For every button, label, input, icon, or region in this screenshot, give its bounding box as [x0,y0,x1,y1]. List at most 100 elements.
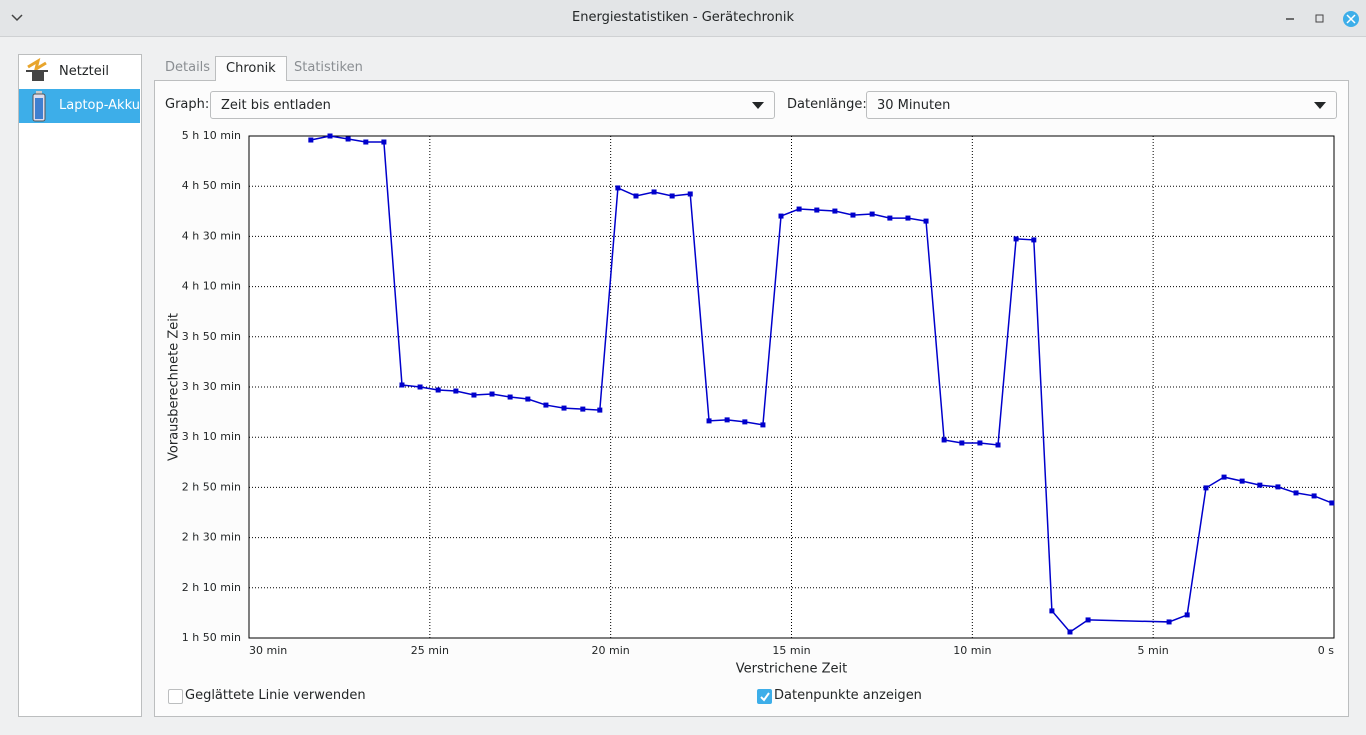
data-point [543,402,549,408]
x-tick-label: 20 min [592,644,630,657]
data-point [760,422,766,428]
data-point [435,387,441,393]
data-point [597,407,603,413]
data-point [977,440,983,446]
y-tick-label: 3 h 50 min [182,330,241,343]
data-point [832,208,838,214]
combo-value: Zeit bis entladen [221,98,331,113]
window-buttons[interactable] [1282,10,1362,28]
data-point [417,384,423,390]
tab[interactable]: Statistiken [294,60,363,75]
data-point [489,391,495,397]
data-point [796,206,802,212]
data-point [1239,478,1245,484]
data-point [399,382,405,388]
data-point [1275,484,1281,490]
data-point [1257,482,1263,488]
data-point [869,211,875,217]
device-label: Laptop-Akku [59,98,140,113]
x-tick-label: 0 s [1318,644,1334,657]
y-tick-label: 4 h 50 min [182,179,241,192]
x-axis-label: Verstrichene Zeit [736,662,847,677]
y-tick-label: 1 h 50 min [182,631,241,644]
ac-icon [26,57,48,81]
battery-icon [32,91,46,122]
length-combo[interactable]: 30 Minuten [866,91,1337,119]
data-point [905,215,911,221]
data-point [887,215,893,221]
y-tick-label: 5 h 10 min [182,129,241,142]
y-tick-label: 2 h 10 min [182,581,241,594]
data-point [1311,493,1317,499]
data-point [850,212,856,218]
data-point [995,442,1001,448]
data-point [724,417,730,423]
checkbox-label[interactable]: Datenpunkte anzeigen [774,688,922,703]
checkbox[interactable] [168,689,183,704]
data-point [561,405,567,411]
data-point [345,136,351,142]
data-point [615,185,621,191]
data-point [453,388,459,394]
x-tick-label: 5 min [1138,644,1169,657]
data-point [651,189,657,195]
y-tick-label: 4 h 30 min [182,229,241,242]
window-title: Energiestatistiken - Gerätechronik [572,10,794,25]
data-point [669,193,675,199]
combo-value: 30 Minuten [877,98,951,113]
data-point [742,419,748,425]
data-point [308,137,314,143]
device-list [18,54,142,717]
data-point [363,139,369,145]
menu-button[interactable] [10,12,24,24]
data-point [1329,500,1335,506]
data-point [959,440,965,446]
data-point [507,394,513,400]
tab[interactable]: Chronik [215,56,287,81]
device-label: Netzteil [59,64,109,79]
y-tick-label: 3 h 10 min [182,430,241,443]
data-point [814,207,820,213]
data-point [525,396,531,402]
data-point [471,392,477,398]
data-point [1293,490,1299,496]
graph-label: Graph: [165,97,210,112]
device-item[interactable]: Netzteil [19,55,140,89]
data-point [1221,474,1227,480]
y-tick-label: 4 h 10 min [182,280,241,293]
data-point [687,191,693,197]
y-tick-label: 3 h 30 min [182,380,241,393]
data-point [923,218,929,224]
checkbox[interactable] [757,689,772,704]
data-point [1166,619,1172,625]
arrow [752,102,764,109]
data-point [941,437,947,443]
y-tick-label: 2 h 30 min [182,531,241,544]
tab[interactable]: Details [165,60,211,75]
device-item[interactable]: Laptop-Akku [19,89,140,123]
graph-combo[interactable]: Zeit bis entladen [210,91,775,119]
title-bar: Energiestatistiken - Gerätechronik [0,0,1366,37]
length-label: Datenlänge: [787,97,867,112]
data-point [633,193,639,199]
data-point [706,418,712,424]
data-point [327,133,333,139]
arrow [1314,102,1326,109]
data-point [778,213,784,219]
data-point [1013,236,1019,242]
check [760,692,770,702]
data-line [310,135,1333,633]
data-point [381,139,387,145]
x-tick-label: 30 min [249,644,287,657]
data-point [1203,485,1209,491]
data-point [1085,617,1091,623]
x-tick-label: 25 min [411,644,449,657]
x-tick-label: 15 min [772,644,810,657]
checkbox-label[interactable]: Geglättete Linie verwenden [185,688,366,703]
data-point [1067,629,1073,635]
data-point [1049,608,1055,614]
y-tick-label: 2 h 50 min [182,480,241,493]
data-point [1184,612,1190,618]
